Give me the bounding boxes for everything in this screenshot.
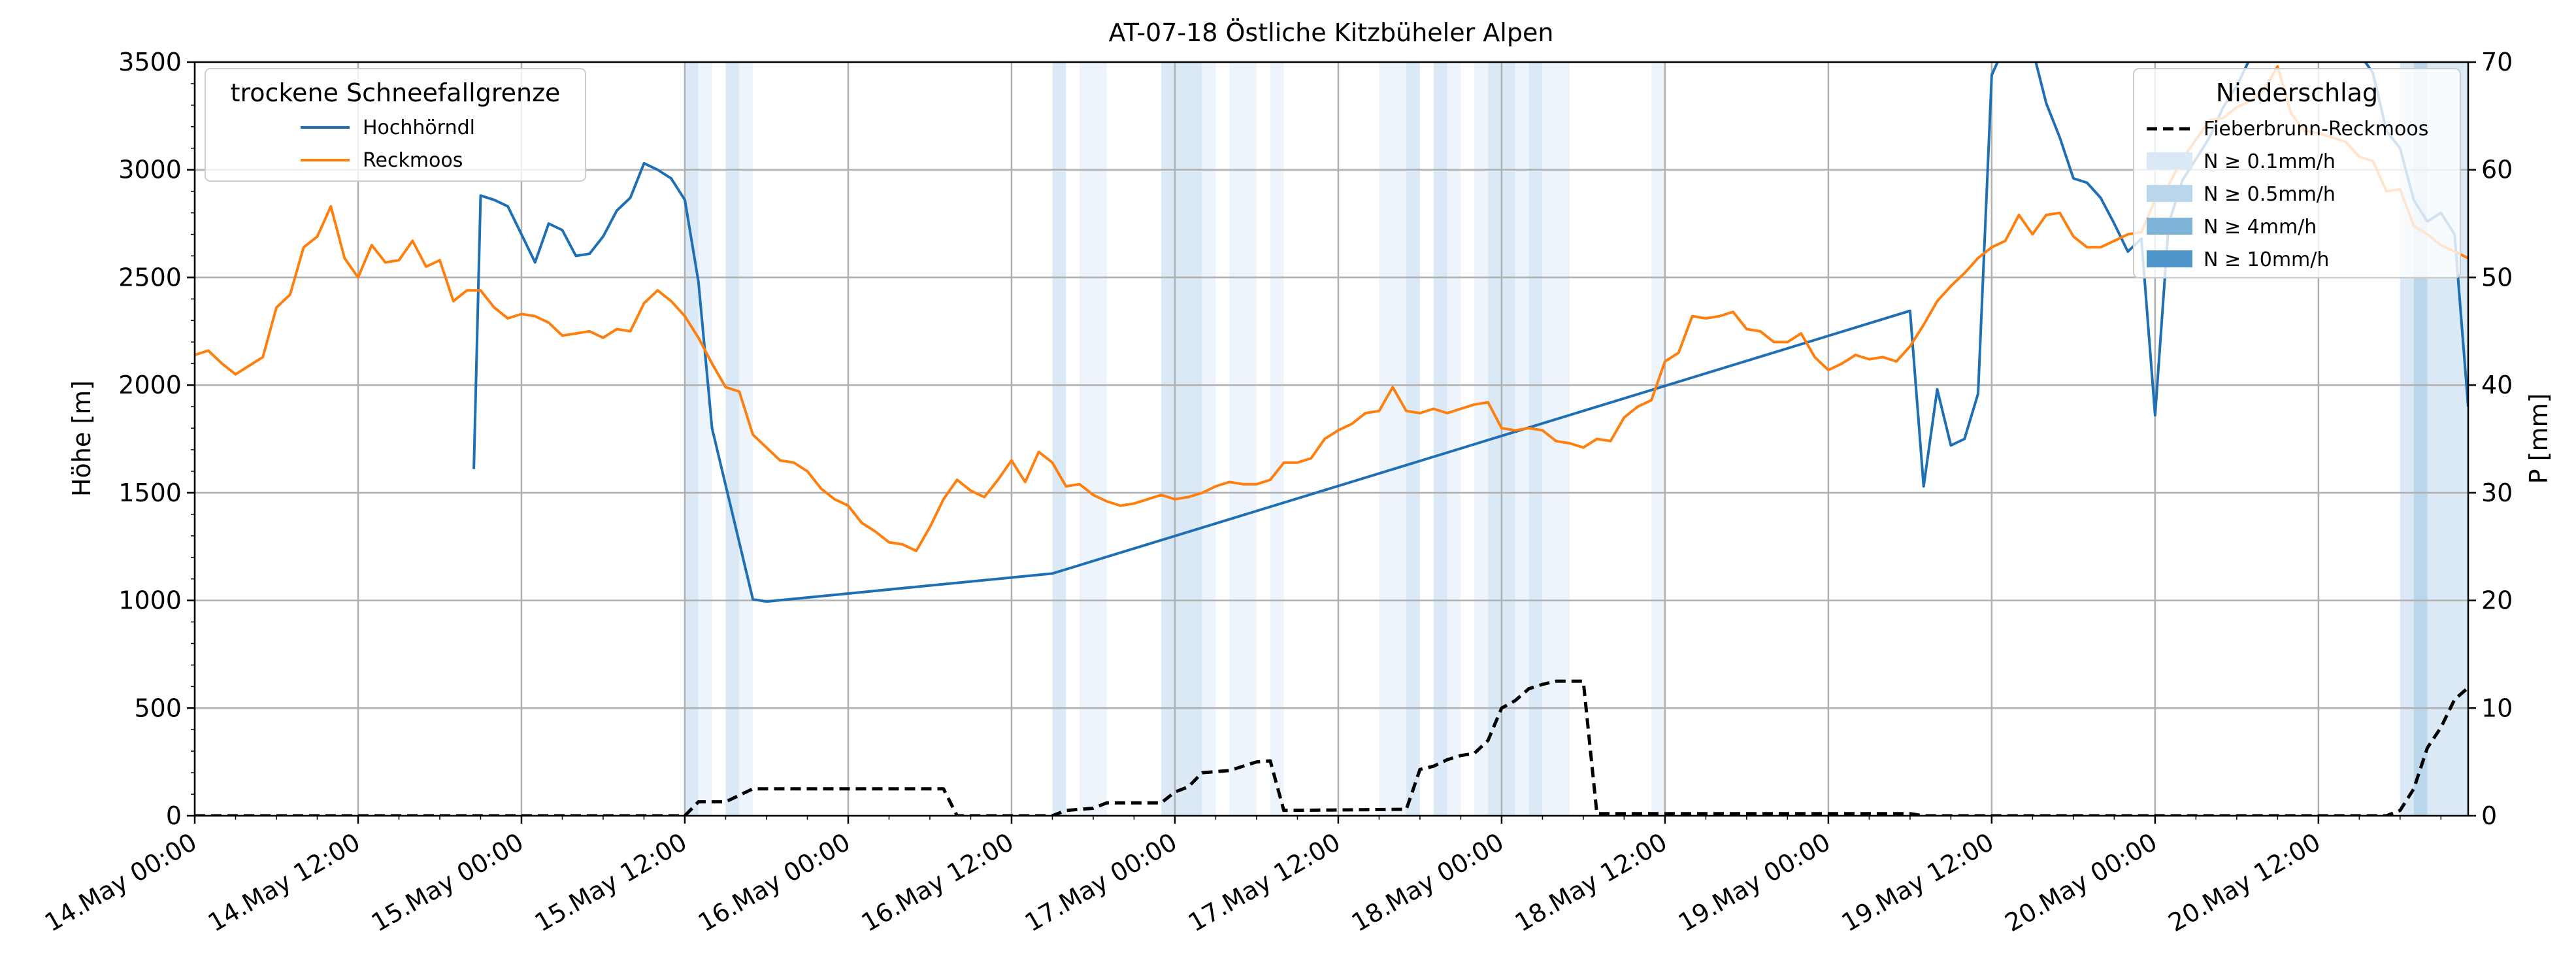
ytick-left-label-2: 1000 <box>118 586 182 615</box>
ytick-left-label-3: 1500 <box>118 478 182 507</box>
legend-swatch-n10 <box>2147 250 2192 267</box>
ytick-left-label-0: 0 <box>166 801 182 830</box>
precip-band-17 <box>1528 62 1543 816</box>
legend-swatch-n01 <box>2147 152 2192 169</box>
precip-band-13 <box>1447 62 1461 816</box>
ytick-right-label-7: 70 <box>2481 48 2513 76</box>
series-line-reckmoos <box>195 65 2468 552</box>
precip-band-3 <box>739 62 753 816</box>
precip-band-9 <box>1270 62 1284 816</box>
y-axis-right-label: P [mm] <box>2524 394 2553 484</box>
legend-label-n01: N ≥ 0.1mm/h <box>2204 150 2336 173</box>
precip-band-16 <box>1515 62 1529 816</box>
ytick-right-label-2: 20 <box>2481 586 2513 615</box>
precip-band-7 <box>1202 62 1216 816</box>
ytick-right-label-0: 0 <box>2481 801 2497 830</box>
chart-title: AT-07-18 Östliche Kitzbüheler Alpen <box>1109 18 1554 47</box>
precip-band-1 <box>698 62 712 816</box>
legend-snow: trockene Schneefallgrenze Hochhörndl Rec… <box>205 68 586 182</box>
plot-frame <box>193 61 2469 817</box>
precip-band-19 <box>1651 62 1665 816</box>
legend-label-reckmoos: Reckmoos <box>363 149 463 172</box>
legend-snow-title: trockene Schneefallgrenze <box>231 78 561 107</box>
ytick-left-label-1: 500 <box>134 694 182 722</box>
precip-band-10 <box>1379 62 1407 816</box>
legend-swatch-n4 <box>2147 218 2192 235</box>
y-axis-left-label: Höhe [m] <box>67 380 96 497</box>
legend-label-hochhoerndl: Hochhörndl <box>363 116 475 139</box>
precip-band-14 <box>1474 62 1489 816</box>
legend-snow-box <box>205 68 586 182</box>
precip-band-11 <box>1406 62 1420 816</box>
legend-label-n10: N ≥ 10mm/h <box>2204 248 2329 271</box>
precip-band-18 <box>1542 62 1570 816</box>
legend-precip: Niederschlag Fieberbrunn-Reckmoos N ≥ 0.… <box>2133 68 2461 278</box>
precip-band-12 <box>1433 62 1447 816</box>
series-lines <box>195 62 2468 816</box>
legend-label-fieberbrunn: Fieberbrunn-Reckmoos <box>2204 118 2428 141</box>
precip-band-0 <box>684 62 699 816</box>
ytick-left-label-4: 2000 <box>118 371 182 399</box>
precip-band-4 <box>1052 62 1066 816</box>
legend-precip-box <box>2133 68 2461 278</box>
ytick-left-label-5: 2500 <box>118 263 182 292</box>
legend-swatch-n05 <box>2147 185 2192 202</box>
precip-band-6 <box>1161 62 1202 816</box>
precip-band-8 <box>1229 62 1257 816</box>
legend-label-n4: N ≥ 4mm/h <box>2204 216 2317 239</box>
precip-bands <box>684 62 2468 816</box>
ytick-right-label-5: 50 <box>2481 263 2513 292</box>
legend-precip-title: Niederschlag <box>2216 78 2378 107</box>
ytick-right-label-6: 60 <box>2481 156 2513 184</box>
ytick-right-label-4: 40 <box>2481 371 2513 399</box>
precip-band-5 <box>1080 62 1107 816</box>
precip-band-2 <box>725 62 740 816</box>
ytick-right-label-3: 30 <box>2481 478 2513 507</box>
legend-label-n05: N ≥ 0.5mm/h <box>2204 183 2336 206</box>
ytick-left-label-6: 3000 <box>118 156 182 184</box>
ytick-left-label-7: 3500 <box>118 48 182 76</box>
series-line-hochh-rndl <box>472 62 2468 603</box>
ytick-right-label-1: 10 <box>2481 694 2513 722</box>
